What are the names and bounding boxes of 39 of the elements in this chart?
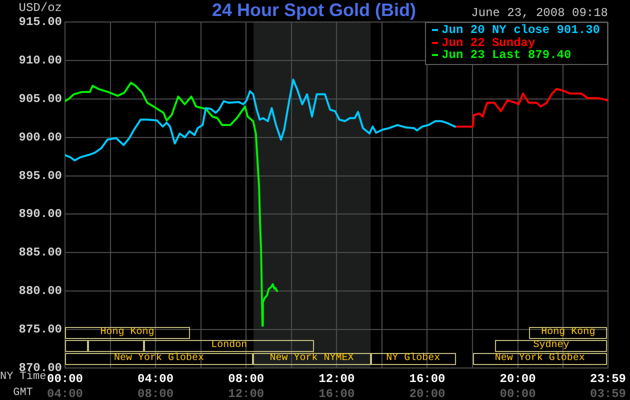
x-tick-label: 12:00 bbox=[318, 372, 355, 386]
text: 08:00 bbox=[138, 387, 174, 400]
annotation: London bbox=[211, 340, 248, 351]
x-tick-label: 23:59 bbox=[590, 372, 626, 386]
y-tick-label: 915.00 bbox=[18, 15, 62, 30]
y-tick-label: 895.00 bbox=[18, 168, 62, 183]
text: 16:00 bbox=[318, 387, 355, 400]
annotation: Sydney bbox=[533, 340, 570, 351]
text: 12:00 bbox=[228, 387, 264, 400]
y-axis-title: USD/oz bbox=[18, 1, 62, 15]
text: 04:00 bbox=[46, 387, 84, 400]
y-tick-label: 890.00 bbox=[18, 207, 62, 222]
annotation: NY Globex bbox=[386, 353, 440, 364]
y-tick-label: 880.00 bbox=[18, 284, 62, 298]
x-tick-label: 16:00 bbox=[409, 372, 446, 386]
text: 20:00 bbox=[409, 387, 446, 400]
x-tick-label: 00:00 bbox=[46, 372, 84, 386]
x-tick-label: 20:00 bbox=[500, 372, 536, 386]
x-tick-label: 08:00 bbox=[228, 372, 264, 386]
chart-title: 24 Hour Spot Gold (Bid) bbox=[212, 0, 416, 20]
text: 00:00 bbox=[500, 387, 536, 400]
y-tick-label: 905.00 bbox=[18, 92, 62, 106]
annotation: New York Globex bbox=[494, 353, 585, 364]
legend-label: Jun 22 Sunday bbox=[442, 36, 536, 50]
y-tick-label: 885.00 bbox=[18, 246, 62, 260]
y-tick-label: 910.00 bbox=[18, 53, 62, 68]
x-axis-title: NY Time bbox=[0, 371, 46, 384]
annotation: New York Globex bbox=[114, 353, 204, 364]
annotation: Hong Kong bbox=[100, 327, 154, 338]
y-tick-label: 900.00 bbox=[18, 130, 62, 144]
text: GMT bbox=[12, 387, 34, 400]
annotation: Hong Kong bbox=[541, 327, 596, 338]
annotation: New York NYMEX bbox=[270, 353, 354, 364]
y-tick-label: 875.00 bbox=[18, 322, 62, 337]
text: 03:59 bbox=[590, 387, 626, 400]
chart-subtitle: June 23, 2008 09:18 bbox=[471, 6, 608, 20]
legend-label: Jun 20 NY close 901.30 bbox=[442, 23, 600, 37]
legend-label: Jun 23 Last 879.40 bbox=[442, 48, 572, 62]
x-tick-label: 04:00 bbox=[138, 372, 174, 386]
